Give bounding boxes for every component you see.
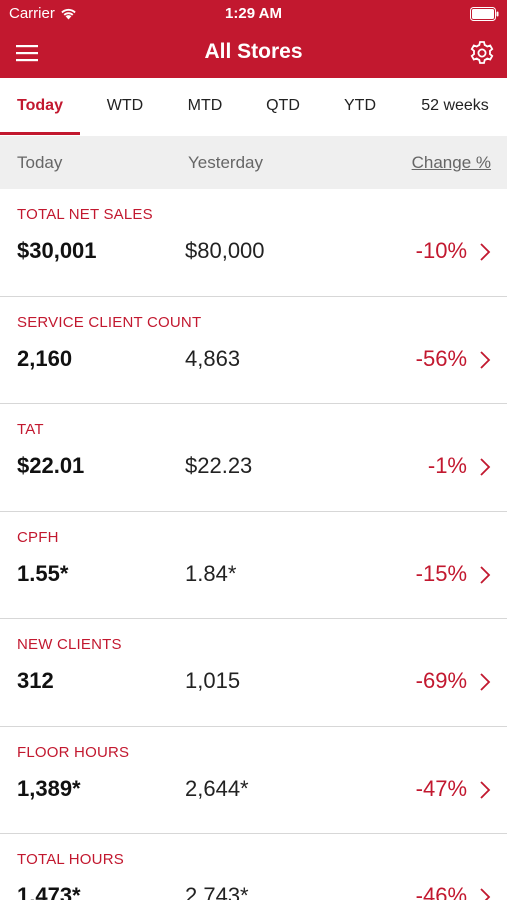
- metric-today-value: $30,001: [17, 238, 97, 263]
- metric-today-value: $22.01: [17, 453, 85, 478]
- chevron-right-icon: [480, 243, 491, 261]
- gear-icon[interactable]: [469, 40, 495, 66]
- metric-yesterday-value: 1,015: [185, 668, 241, 693]
- clock: 1:29 AM: [225, 5, 282, 22]
- tab-52-weeks[interactable]: 52 weeks: [421, 97, 489, 114]
- metric-yesterday-value: $22.23: [185, 453, 253, 478]
- chevron-right-icon: [480, 350, 491, 369]
- tab-ytd[interactable]: YTD: [344, 97, 376, 114]
- metric-change-value: -15%: [415, 560, 467, 586]
- column-header: Today Yesterday Change %: [0, 136, 507, 189]
- metric-yesterday-value: $80,000: [185, 238, 265, 263]
- column-today-label: Today: [17, 153, 63, 172]
- metric-change-value: -1%: [427, 453, 467, 478]
- chevron-right-icon: [480, 780, 491, 799]
- metric-row-service-client-count[interactable]: SERVICE CLIENT COUNT 2,160 4,863 -56%: [0, 297, 507, 404]
- metrics-list: TOTAL NET SALES $30,001 $80,000 -10% SER…: [0, 189, 507, 900]
- column-change-sort[interactable]: Change %: [411, 153, 491, 172]
- metric-label: SERVICE CLIENT COUNT: [17, 313, 202, 331]
- chevron-right-icon: [480, 888, 491, 900]
- metric-change-value: -69%: [415, 668, 467, 693]
- tab-today[interactable]: Today: [17, 97, 63, 114]
- metric-row-total-net-sales[interactable]: TOTAL NET SALES $30,001 $80,000 -10%: [0, 189, 507, 297]
- battery-icon: [470, 7, 499, 21]
- metric-row-tat[interactable]: TAT $22.01 $22.23 -1%: [0, 404, 507, 512]
- metric-today-value: 1.55*: [17, 560, 69, 586]
- metric-yesterday-value: 2,644*: [185, 775, 249, 801]
- metric-today-value: 1,389*: [17, 775, 81, 801]
- active-tab-indicator: [0, 132, 80, 135]
- metric-today-value: 312: [17, 668, 54, 693]
- tab-wtd[interactable]: WTD: [106, 97, 144, 114]
- metric-label: FLOOR HOURS: [17, 743, 130, 761]
- metric-row-cpfh[interactable]: CPFH 1.55* 1.84* -15%: [0, 512, 507, 619]
- navigation-bar: All Stores: [0, 28, 507, 78]
- metric-label: TOTAL NET SALES: [17, 206, 153, 223]
- metric-change-value: -56%: [415, 345, 467, 371]
- chevron-right-icon: [480, 565, 491, 584]
- metric-label: CPFH: [17, 528, 59, 546]
- column-yesterday-label: Yesterday: [188, 153, 263, 172]
- period-tabs: Today WTD MTD QTD YTD 52 weeks: [0, 78, 507, 136]
- metric-label: TOTAL HOURS: [17, 851, 124, 868]
- carrier-label: Carrier: [9, 5, 55, 22]
- metric-change-value: -46%: [415, 883, 467, 900]
- page-title: All Stores: [204, 40, 303, 63]
- chevron-right-icon: [480, 673, 491, 691]
- tab-mtd[interactable]: MTD: [187, 97, 223, 114]
- metric-row-floor-hours[interactable]: FLOOR HOURS 1,389* 2,644* -47%: [0, 727, 507, 834]
- tab-qtd[interactable]: QTD: [266, 97, 300, 114]
- metric-today-value: 2,160: [17, 345, 73, 371]
- metric-today-value: 1,473*: [17, 883, 81, 900]
- metric-row-total-hours[interactable]: TOTAL HOURS 1,473* 2,743* -46%: [0, 834, 507, 900]
- carrier-indicator: Carrier: [9, 5, 77, 22]
- metric-yesterday-value: 4,863: [185, 345, 241, 371]
- metric-yesterday-value: 1.84*: [185, 560, 237, 586]
- metric-label: NEW CLIENTS: [17, 636, 122, 653]
- wifi-icon: [61, 8, 76, 20]
- hamburger-menu-icon[interactable]: [14, 40, 42, 66]
- status-bar: Carrier 1:29 AM: [0, 0, 507, 28]
- chevron-right-icon: [480, 458, 491, 476]
- metric-label: TAT: [17, 421, 44, 438]
- metric-row-new-clients[interactable]: NEW CLIENTS 312 1,015 -69%: [0, 619, 507, 727]
- metric-change-value: -10%: [415, 238, 467, 263]
- metric-yesterday-value: 2,743*: [185, 883, 249, 900]
- metric-change-value: -47%: [415, 775, 467, 801]
